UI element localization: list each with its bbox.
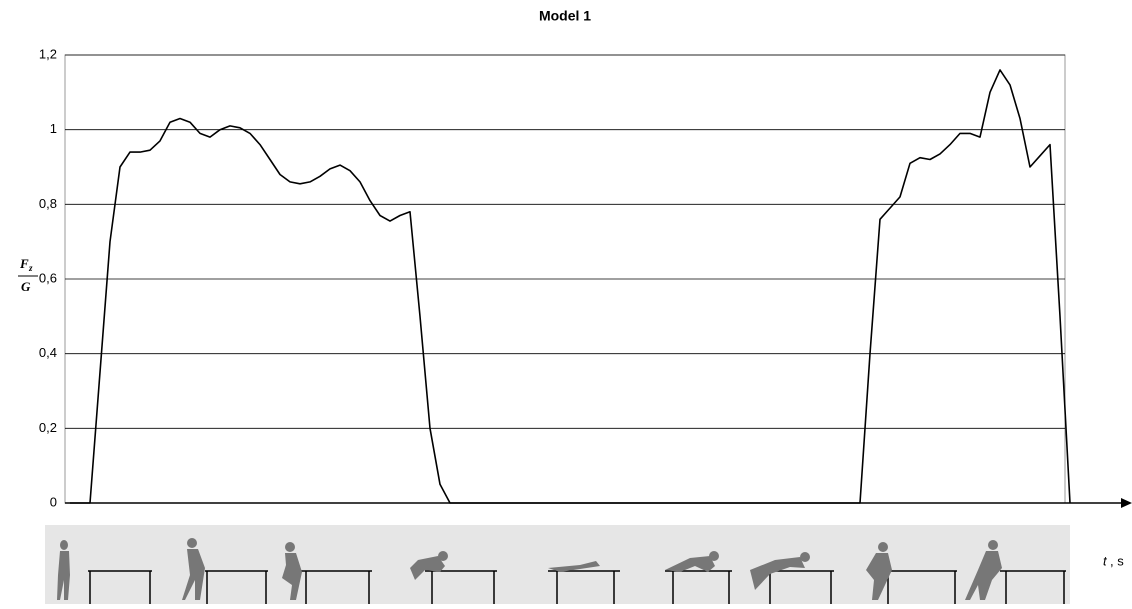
y-axis-label: F z G <box>18 256 38 294</box>
chart-title: Model 1 <box>539 8 591 24</box>
x-label-unit: , s <box>1110 553 1124 568</box>
y-tick-label: 0,8 <box>39 196 57 211</box>
y-tick-label: 0,2 <box>39 420 57 435</box>
y-tick-label: 0 <box>50 494 57 509</box>
x-label-symbol: t <box>1103 553 1108 568</box>
tables <box>88 570 1066 604</box>
y-tick-label: 0,4 <box>39 345 57 360</box>
x-axis-arrow <box>1121 498 1132 508</box>
y-tick-label: 1,2 <box>39 46 57 61</box>
y-label-denominator: G <box>21 279 31 294</box>
data-line <box>70 69 1071 504</box>
y-label-subscript: z <box>28 263 33 273</box>
figures <box>57 538 1066 604</box>
y-label-numerator: F <box>19 256 29 271</box>
y-tick-label: 0,6 <box>39 270 57 285</box>
motion-strip <box>45 525 1070 604</box>
y-tick-label: 1 <box>50 121 57 136</box>
